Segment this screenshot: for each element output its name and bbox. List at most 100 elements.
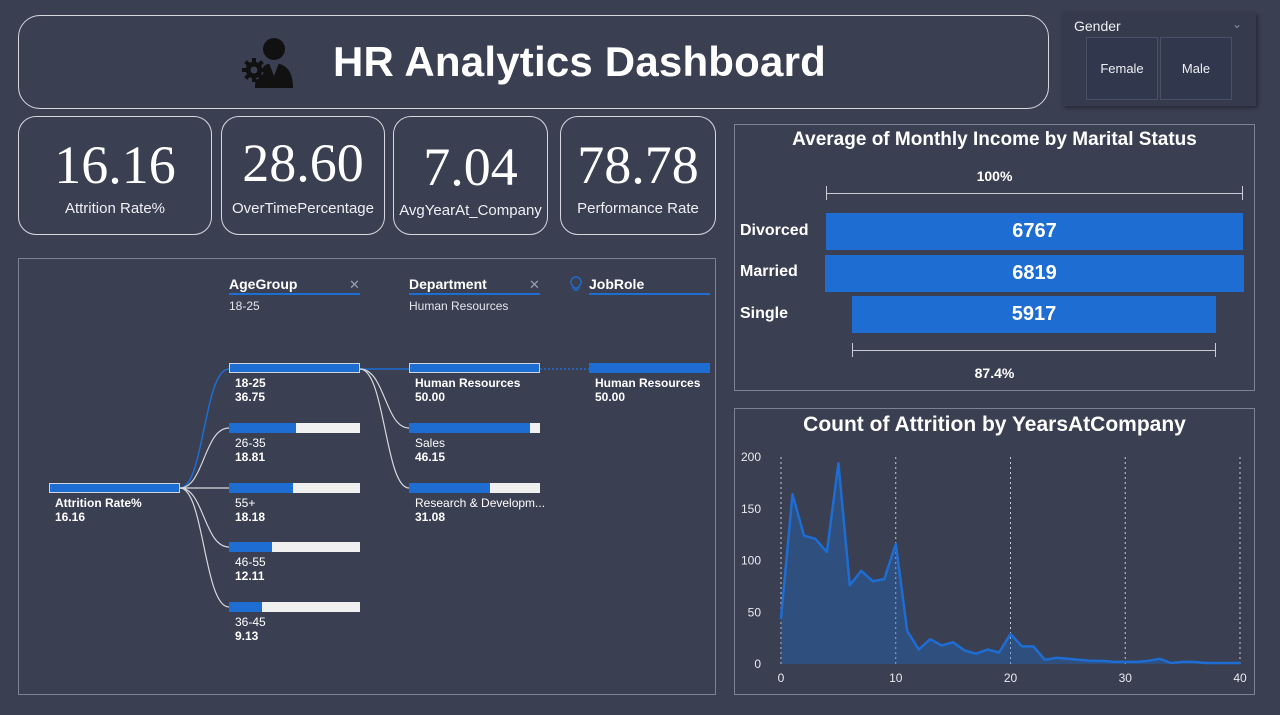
y-tick-label: 50 bbox=[748, 605, 762, 619]
tree-node-value: 50.00 bbox=[595, 390, 626, 404]
tree-node-value: 50.00 bbox=[415, 390, 446, 404]
x-tick-label: 20 bbox=[1004, 671, 1018, 685]
level-header-jobrole[interactable]: JobRole bbox=[589, 276, 645, 292]
tree-connectors bbox=[179, 368, 589, 608]
page-title: HR Analytics Dashboard bbox=[333, 38, 826, 85]
category-label: Divorced bbox=[740, 222, 809, 239]
data-point bbox=[1158, 658, 1161, 660]
data-point bbox=[952, 641, 954, 644]
bar-single[interactable]: 5917 bbox=[852, 296, 1216, 333]
data-point bbox=[1009, 633, 1012, 635]
area-fill bbox=[781, 463, 1240, 664]
data-point bbox=[1055, 656, 1058, 659]
scale-bottom-label: 87.4% bbox=[974, 365, 1015, 381]
tree-root-label: Attrition Rate% bbox=[55, 496, 142, 510]
data-point bbox=[837, 462, 840, 465]
tree-node-label: 46-55 bbox=[235, 555, 266, 569]
category-label: Married bbox=[740, 263, 798, 280]
y-tick-label: 100 bbox=[741, 554, 761, 568]
marital-income-chart: Average of Monthly Income by Marital Sta… bbox=[734, 124, 1255, 391]
tree-node-bar[interactable] bbox=[229, 542, 360, 552]
level-header-department[interactable]: Department bbox=[409, 276, 487, 292]
tree-node-label: Sales bbox=[415, 436, 446, 450]
tree-node-bar[interactable] bbox=[229, 602, 360, 612]
kpi-card-performance: 78.78 Performance Rate bbox=[560, 116, 716, 235]
data-point bbox=[986, 648, 989, 651]
scale-line bbox=[826, 193, 1243, 194]
dashboard-header: HR Analytics Dashboard bbox=[18, 15, 1049, 109]
slicer-label: Gender bbox=[1074, 18, 1121, 34]
lightbulb-icon bbox=[570, 276, 582, 291]
data-point bbox=[1101, 660, 1104, 662]
kpi-value: 28.60 bbox=[242, 133, 364, 193]
slicer-option-female[interactable]: Female bbox=[1086, 37, 1158, 100]
x-tick-label: 10 bbox=[889, 671, 903, 685]
tree-node-label: Human Resources bbox=[595, 376, 701, 390]
gender-slicer: Gender ⌄ Female Male bbox=[1062, 12, 1256, 106]
chevron-down-icon[interactable]: ⌄ bbox=[1232, 17, 1243, 31]
data-point bbox=[963, 649, 966, 652]
data-point bbox=[1067, 658, 1069, 660]
level-header-underline bbox=[229, 293, 360, 295]
data-point bbox=[803, 534, 805, 537]
slicer-option-male[interactable]: Male bbox=[1160, 37, 1232, 100]
scale-tick bbox=[1215, 343, 1216, 357]
tree-node-label: Human Resources bbox=[415, 376, 521, 390]
tree-node-bar[interactable] bbox=[409, 423, 540, 433]
kpi-value: 7.04 bbox=[423, 137, 518, 197]
tree-node-value: 31.08 bbox=[415, 510, 446, 524]
level-header-agegroup[interactable]: AgeGroup bbox=[229, 276, 298, 292]
y-tick-label: 200 bbox=[741, 450, 761, 464]
data-point bbox=[1032, 645, 1035, 648]
tree-node-bar[interactable] bbox=[409, 483, 540, 493]
tree-node-bar[interactable] bbox=[229, 363, 360, 373]
data-point bbox=[975, 652, 977, 655]
category-label: Single bbox=[740, 305, 789, 322]
data-point bbox=[1181, 661, 1184, 663]
x-tick-label: 0 bbox=[778, 671, 785, 685]
kpi-value: 16.16 bbox=[54, 135, 176, 195]
tree-node-value: 18.18 bbox=[235, 510, 266, 524]
tree-node-bar[interactable] bbox=[229, 483, 360, 493]
close-icon[interactable]: ✕ bbox=[529, 277, 540, 292]
tree-node-label: 36-45 bbox=[235, 615, 266, 629]
y-tick-label: 0 bbox=[754, 657, 761, 671]
data-point bbox=[826, 551, 828, 554]
tree-node-bar[interactable] bbox=[229, 423, 360, 433]
scale-tick bbox=[1242, 186, 1243, 200]
data-point bbox=[998, 651, 1000, 654]
tree-node-value: 18.81 bbox=[235, 450, 266, 464]
data-point bbox=[860, 570, 863, 572]
data-point bbox=[814, 537, 817, 540]
data-point bbox=[1112, 661, 1115, 663]
data-point bbox=[1124, 661, 1127, 663]
attrition-years-chart: Count of Attrition by YearsAtCompany 0 10… bbox=[734, 408, 1255, 695]
kpi-label: AvgYearAt_Company bbox=[399, 202, 542, 219]
y-tick-label: 150 bbox=[741, 502, 761, 516]
level-header-underline bbox=[409, 293, 540, 295]
tree-node-value: 9.13 bbox=[235, 629, 259, 643]
data-point bbox=[906, 630, 909, 632]
tree-node-bar[interactable] bbox=[409, 363, 540, 373]
data-point bbox=[1193, 661, 1195, 663]
data-point bbox=[883, 578, 886, 580]
data-point bbox=[791, 493, 794, 496]
bar-married[interactable]: 6819 bbox=[825, 255, 1244, 292]
bar-divorced[interactable]: 6767 bbox=[826, 213, 1243, 250]
data-point bbox=[1021, 645, 1023, 648]
data-point bbox=[872, 580, 874, 582]
tree-node-label: 26-35 bbox=[235, 436, 266, 450]
kpi-card-overtime: 28.60 OverTimePercentage bbox=[221, 116, 385, 235]
tree-node-label: 18-25 bbox=[235, 376, 266, 390]
tree-node-bar[interactable] bbox=[589, 363, 710, 373]
x-tick-label: 30 bbox=[1119, 671, 1133, 685]
kpi-label: OverTimePercentage bbox=[231, 200, 374, 217]
data-point bbox=[1227, 662, 1230, 664]
data-point bbox=[940, 644, 943, 647]
close-icon[interactable]: ✕ bbox=[349, 277, 360, 292]
data-point bbox=[1090, 660, 1092, 662]
scale-line bbox=[852, 350, 1216, 351]
data-point bbox=[1147, 660, 1149, 662]
tree-root-bar[interactable] bbox=[49, 483, 180, 493]
data-point bbox=[849, 584, 851, 587]
